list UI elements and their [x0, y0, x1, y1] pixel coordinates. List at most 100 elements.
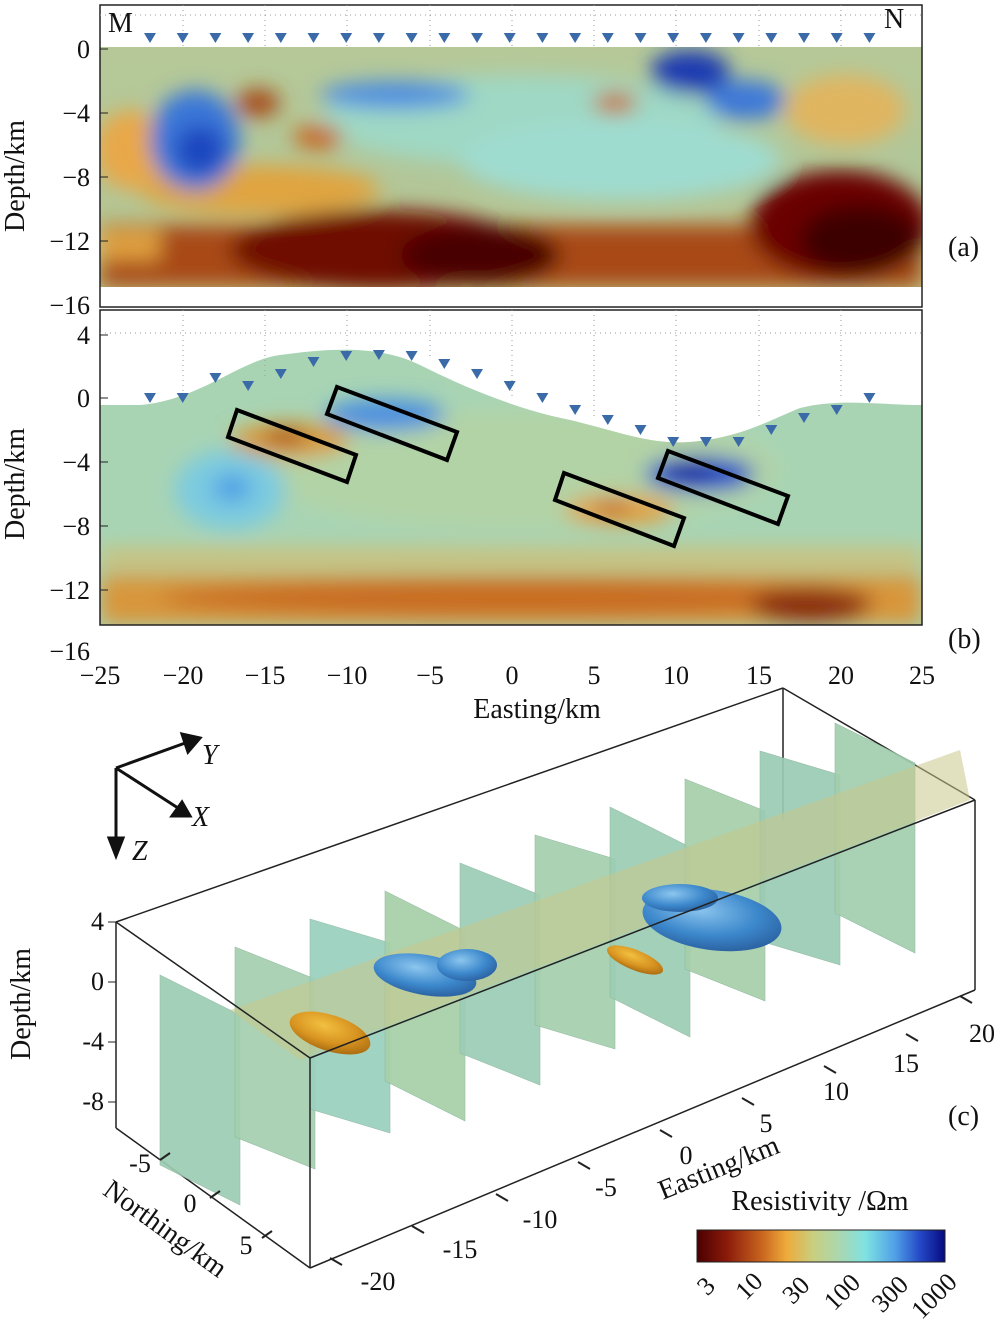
- z-arrow-head: [106, 836, 126, 861]
- panel-b-xtick: −20: [163, 661, 204, 690]
- conductor-box-east: [552, 470, 687, 549]
- station-marker: [634, 33, 647, 43]
- station-marker: [765, 33, 778, 43]
- station-marker: [471, 369, 483, 379]
- panel-b-ytick: −16: [49, 637, 90, 666]
- station-marker: [503, 381, 516, 391]
- colorbar-tick: 100: [818, 1268, 866, 1316]
- panel-b-yticks: 4 0 −4 −8 −12 −16: [49, 321, 108, 666]
- station-marker: [863, 33, 876, 43]
- axis-z-label: Z: [132, 836, 148, 867]
- axis-y-label: Y: [202, 740, 221, 771]
- colorbar-tick: 10: [730, 1267, 769, 1306]
- northing-tick: 0: [184, 1189, 197, 1218]
- station-marker: [798, 33, 810, 43]
- panel-a-label: (a): [948, 232, 979, 263]
- station-marker: [209, 373, 222, 383]
- station-marker: [503, 33, 516, 43]
- panel-b-xtick: 20: [828, 661, 854, 690]
- station-marker: [405, 351, 418, 361]
- resistor-isosurface: [437, 949, 497, 981]
- panel-b-xtick: −15: [245, 661, 286, 690]
- station-marker: [242, 381, 255, 391]
- x-arrow-head: [169, 799, 193, 818]
- easting-tick: -5: [595, 1173, 617, 1202]
- northing-tick: -5: [129, 1149, 151, 1178]
- station-marker: [438, 359, 451, 369]
- station-marker: [307, 33, 320, 43]
- panel-b-label: (b): [948, 624, 981, 655]
- station-marker: [601, 415, 614, 425]
- station-marker: [340, 33, 353, 43]
- panel-c-depth-label: Depth/km: [6, 948, 37, 1060]
- station-marker: [144, 393, 156, 403]
- slice-stack: [159, 722, 970, 1206]
- panel-b-ylabel: Depth/km: [0, 428, 31, 540]
- station-marker: [274, 369, 287, 379]
- station-marker: [176, 33, 189, 43]
- colorbar-tick: 3: [691, 1271, 721, 1301]
- colorbar-tick: 30: [777, 1271, 816, 1310]
- station-marker: [176, 393, 189, 403]
- easting-tick: 20: [969, 1019, 995, 1048]
- panel-b-xticks: −25 −20 −15 −10 −5 0 5 10 15 20 25: [80, 661, 935, 690]
- station-marker: [765, 425, 778, 435]
- panel-c-easting-ticks: [329, 995, 973, 1266]
- conductor-box-west: [225, 407, 359, 485]
- panel-b: 4 0 −4 −8 −12 −16 −25 −20 −15 −10 −5 0 5…: [0, 309, 981, 725]
- depth-tick: -8: [82, 1087, 104, 1116]
- panel-a-ytick: 0: [77, 35, 90, 64]
- station-marker: [242, 33, 255, 43]
- resistor-isosurface: [642, 884, 718, 912]
- y-arrow-head: [179, 731, 203, 755]
- station-marker: [569, 405, 582, 415]
- panel-b-ytick: 4: [77, 321, 90, 350]
- profile-end-label: N: [884, 4, 904, 35]
- resistor-box-east: [655, 448, 791, 527]
- panel-b-xtick: −5: [416, 661, 444, 690]
- station-marker: [798, 413, 810, 423]
- colorbar-tick: 300: [866, 1270, 914, 1318]
- easting-tick: -20: [361, 1267, 396, 1296]
- panel-a-ytick: −12: [49, 227, 90, 256]
- colorbar-gradient: [696, 1229, 946, 1263]
- panel-b-ytick: 0: [77, 384, 90, 413]
- panel-c: Y X Z: [6, 687, 995, 1322]
- station-marker: [699, 437, 712, 447]
- easting-tick: 5: [760, 1109, 773, 1138]
- panel-b-xtick: 10: [663, 661, 689, 690]
- panel-a-stations: [144, 33, 876, 43]
- station-marker: [209, 33, 222, 43]
- easting-tick: -10: [523, 1205, 558, 1234]
- panel-b-stations: [144, 350, 876, 447]
- depth-tick: 0: [91, 967, 104, 996]
- axis-x-label: X: [191, 802, 210, 833]
- panel-b-anomaly-boxes: [225, 384, 791, 549]
- panel-b-xtick: 0: [506, 661, 519, 690]
- depth-tick: -4: [82, 1027, 104, 1056]
- panel-b-xtick: −10: [327, 661, 368, 690]
- station-marker: [732, 33, 745, 43]
- station-marker: [699, 33, 712, 43]
- station-marker: [372, 33, 385, 43]
- station-marker: [438, 33, 451, 43]
- panel-b-xtick: 5: [588, 661, 601, 690]
- panel-a-ytick: −8: [62, 163, 90, 192]
- panel-a-ytick: −16: [49, 291, 90, 320]
- conductor-isosurface: [289, 1011, 371, 1055]
- panel-a-ytick: −4: [62, 99, 90, 128]
- panel-b-ytick: −8: [62, 512, 90, 541]
- station-marker: [667, 437, 680, 447]
- station-marker: [601, 33, 614, 43]
- station-marker: [830, 33, 843, 43]
- colorbar: Resistivity /Ωm 3 10 30 100 300 1000: [691, 1186, 962, 1322]
- easting-tick: 10: [823, 1077, 849, 1106]
- profile-start-label: M: [108, 8, 133, 39]
- station-marker: [536, 33, 549, 43]
- station-marker: [830, 405, 843, 415]
- station-marker: [372, 350, 385, 360]
- conductor-isosurface: [606, 945, 664, 975]
- panel-b-xtick: 15: [746, 661, 772, 690]
- bounding-box: [115, 687, 976, 1269]
- depth-tick: 4: [91, 907, 104, 936]
